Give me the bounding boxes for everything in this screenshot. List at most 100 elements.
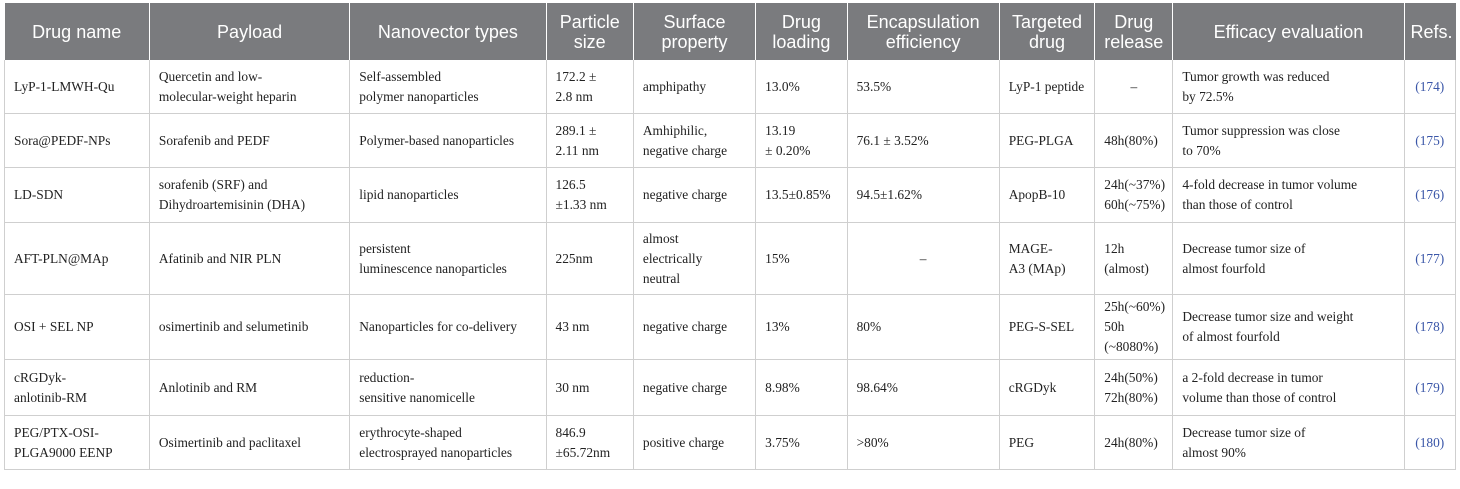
cell-drug-loading: 3.75% [755,415,848,470]
cell-efficacy-evaluation-line: almost 90% [1182,444,1246,460]
cell-targeted-drug: MAGE- A3 (MAp) [999,222,1096,295]
table-row: LyP-1-LMWH-Qu Quercetin and low-molecular… [4,60,1457,114]
cell-particle-size-line: 43 nm [555,319,590,334]
cell-particle-size-line: 289.1 ± [555,122,597,138]
cell-ref[interactable]: (175) [1404,113,1457,168]
cell-drug-release-line: (almost) [1104,260,1149,276]
cell-drug-name: LD-SDN [4,167,150,223]
header-particle-size: Particle size [546,3,634,60]
table-row: Sora@PEDF-NPs Sorafenib and PEDF Polymer-b… [4,113,1457,168]
cell-nanovector-type-line: electrosprayed nanoparticles [359,444,513,460]
cell-encapsulation-efficiency-line: >80% [856,434,889,450]
cell-drug-release: 48h(80%) [1094,113,1174,168]
cell-targeted-drug-line: LyP-1 peptide [1008,78,1085,94]
cell-payload: Anlotinib and RM [149,359,351,416]
cell-surface-property: amphipathy [633,60,757,114]
cell-targeted-drug: PEG [999,415,1096,470]
cell-drug-loading: 15% [755,222,848,295]
cell-drug-name-line: AFT-PLN@MAp [14,250,109,266]
cell-payload-line: Sorafenib and PEDF [158,132,270,148]
cell-ref[interactable]: (178) [1404,294,1457,360]
cell-encapsulation-efficiency: 53.5% [847,60,1000,114]
cell-efficacy-evaluation-line: Tumor growth was reduced [1182,68,1330,84]
cell-particle-size-line: 2.11 nm [555,142,599,158]
header-drug-release: Drug release [1094,3,1174,60]
table-row: OSI + SEL NP osimertinib and selumetinib N… [4,294,1457,360]
cell-efficacy-evaluation-line: than those of control [1182,197,1293,212]
cell-nanovector-type-line: persistent [359,240,411,256]
cell-drug-loading-line: 15% [765,250,790,266]
cell-encapsulation-efficiency-line: 98.64% [856,379,898,395]
cell-drug-name: LyP-1-LMWH-Qu [4,60,150,114]
cell-efficacy-evaluation-line: volume than those of control [1182,389,1337,405]
cell-targeted-drug-line: cRGDyk [1008,379,1057,395]
cell-ref[interactable]: (176) [1404,167,1457,223]
cell-encapsulation-efficiency: 80% [847,294,1000,360]
cell-drug-release: 25h(~60%) 50h (~8080%) [1094,294,1174,360]
cell-efficacy-evaluation-line: by 72.5% [1182,88,1234,104]
cell-encapsulation-efficiency-line: 53.5% [856,78,892,94]
cell-particle-size-line: 846.9 [555,424,586,440]
cell-surface-property-line: positive charge [642,434,725,450]
drug-nanovector-table: Drug name Payload Nanovector types Parti… [4,3,1457,470]
cell-ref[interactable]: (177) [1404,222,1457,295]
cell-surface-property: almost electrically neutral [633,222,757,295]
cell-drug-name-line: PEG/PTX-OSI- [14,424,99,440]
table-row: AFT-PLN@MAp Afatinib and NIR PLN persisten… [4,222,1457,295]
cell-efficacy-evaluation-line: of almost fourfold [1182,329,1280,344]
cell-surface-property-line: almost [642,230,679,246]
cell-encapsulation-efficiency: – [847,222,1000,295]
cell-targeted-drug-line: PEG [1008,434,1034,450]
header-refs: Refs. [1404,3,1456,60]
cell-targeted-drug: PEG-PLGA [999,113,1096,168]
cell-payload-line: sorafenib (SRF) and [158,177,268,192]
cell-payload-line: molecular-weight heparin [158,88,297,104]
cell-ref[interactable]: (179) [1404,359,1457,416]
cell-drug-name: OSI + SEL NP [4,294,150,360]
cell-drug-loading-line: 8.98% [765,379,800,395]
cell-encapsulation-efficiency: 76.1 ± 3.52% [847,113,1000,168]
cell-surface-property: negative charge [633,167,757,223]
cell-efficacy-evaluation-line: almost fourfold [1182,260,1266,276]
header-nanovector-types: Nanovector types [349,3,547,60]
header-drug-loading: Drug loading [755,3,848,60]
cell-particle-size: 126.5 ±1.33 nm [546,167,634,223]
table-row: LD-SDN sorafenib (SRF) and Dihydroartemisi… [4,167,1457,223]
cell-surface-property-line: Amhiphilic, [642,122,708,138]
cell-drug-loading-line: 13% [765,319,790,334]
cell-nanovector-type: Nanoparticles for co-delivery [349,294,547,360]
cell-payload: Sorafenib and PEDF [149,113,351,168]
cell-surface-property-line: electrically [642,250,703,266]
cell-particle-size-line: 172.2 ± [555,68,597,84]
cell-ref[interactable]: (180) [1404,415,1457,470]
cell-drug-release-line: – [1130,78,1138,94]
cell-targeted-drug: ApopB-10 [999,167,1096,223]
cell-payload-line: osimertinib and selumetinib [158,319,309,334]
table-body: LyP-1-LMWH-Qu Quercetin and low-molecular… [4,60,1457,470]
cell-drug-name-line: LD-SDN [14,187,64,202]
cell-nanovector-type-line: sensitive nanomicelle [359,389,475,405]
cell-payload-line: Osimertinib and paclitaxel [158,434,301,450]
cell-nanovector-type: reduction-sensitive nanomicelle [349,359,547,416]
cell-surface-property-line: negative charge [642,187,728,202]
cell-drug-release-line: 72h(80%) [1104,389,1158,405]
cell-drug-release-line: 60h(~75%) [1104,197,1166,212]
cell-particle-size-line: 30 nm [555,379,590,395]
header-encapsulation-efficiency: Encapsulation efficiency [847,3,1000,60]
cell-encapsulation-efficiency: 94.5±1.62% [847,167,1000,223]
cell-payload: Afatinib and NIR PLN [149,222,351,295]
cell-surface-property-line: negative charge [642,319,728,334]
cell-efficacy-evaluation-line: a 2-fold decrease in tumor [1182,369,1323,385]
cell-surface-property: negative charge [633,294,757,360]
cell-efficacy-evaluation-line: Decrease tumor size of [1182,240,1306,256]
cell-particle-size: 172.2 ± 2.8 nm [546,60,634,114]
header-surface-property: Surface property [633,3,757,60]
cell-drug-name-line: cRGDyk- [14,369,67,385]
cell-ref[interactable]: (174) [1404,60,1457,114]
cell-surface-property: negative charge [633,359,757,416]
cell-efficacy-evaluation-line: Decrease tumor size and weight [1182,309,1354,324]
cell-drug-name: PEG/PTX-OSI- PLGA9000 EENP [4,415,150,470]
cell-drug-loading-line: ± 0.20% [765,142,811,158]
cell-payload: osimertinib and selumetinib [149,294,351,360]
cell-drug-release-line: (~8080%) [1104,339,1159,354]
